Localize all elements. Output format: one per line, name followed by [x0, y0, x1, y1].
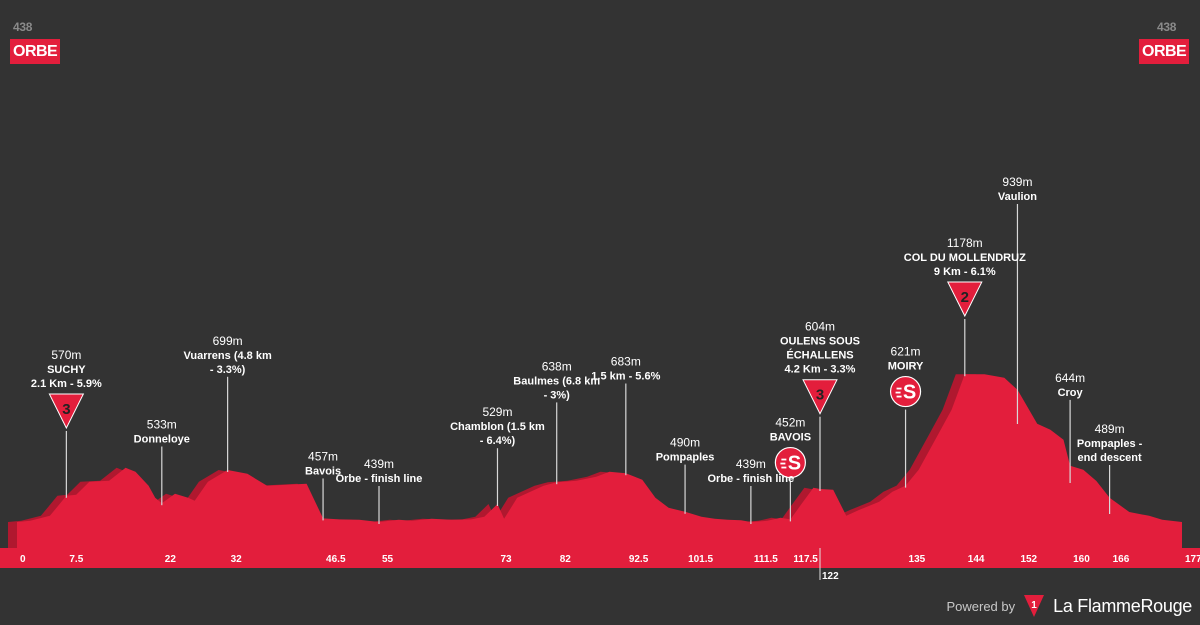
sprint-icon: [889, 375, 922, 408]
location-label: Vuarrens (4.8 km: [183, 350, 271, 362]
location-label: MOIRY: [888, 361, 924, 373]
altitude-label: 1178m: [947, 236, 983, 250]
distance-tick-7.5: 7.5: [69, 554, 83, 565]
altitude-label: 529m: [482, 405, 512, 419]
location-label: end descent: [1078, 452, 1143, 464]
distance-tick-122: 122: [822, 571, 839, 582]
location-label: 4.2 Km - 3.3%: [785, 364, 856, 376]
altitude-label: 570m: [51, 348, 81, 362]
location-label: Orbe - finish line: [336, 473, 423, 485]
altitude-label: 683m: [611, 355, 641, 369]
distance-tick-160: 160: [1073, 554, 1090, 565]
distance-tick-152: 152: [1020, 554, 1037, 565]
climb-category-number: 3: [816, 387, 824, 404]
brand-name: La FlammeRouge: [1053, 595, 1192, 616]
finish-altitude: 438: [1157, 20, 1177, 34]
location-label: Baulmes (6.8 km: [513, 375, 600, 387]
location-label: COL DU MOLLENDRUZ: [904, 252, 1026, 264]
location-label: SUCHY: [47, 364, 86, 376]
altitude-label: 439m: [736, 457, 766, 471]
altitude-label: 490m: [670, 436, 700, 450]
distance-tick-135: 135: [909, 554, 926, 565]
distance-tick-177: 177: [1185, 554, 1200, 565]
altitude-label: 489m: [1095, 422, 1125, 436]
distance-tick-22: 22: [165, 554, 177, 565]
location-label: Pompaples -: [1077, 438, 1143, 450]
distance-tick-0: 0: [20, 554, 26, 565]
location-label: - 3.3%): [210, 364, 246, 376]
distance-tick-144: 144: [968, 554, 985, 565]
altitude-label: 439m: [364, 457, 394, 471]
sprint-icon: [774, 446, 806, 479]
start-town-label: ORBE: [10, 39, 61, 64]
altitude-label: 457m: [308, 449, 338, 463]
distance-tick-166: 166: [1113, 554, 1130, 565]
altitude-label: 452m: [775, 416, 805, 430]
altitude-label: 533m: [147, 418, 177, 432]
distance-tick-117.5: 117.5: [793, 554, 818, 565]
distance-tick-55: 55: [382, 554, 394, 565]
location-label: Chamblon (1.5 km: [450, 421, 545, 433]
location-label: Donneloye: [134, 434, 190, 446]
climb-category-icon: [946, 281, 983, 318]
altitude-label: 644m: [1055, 371, 1085, 385]
powered-by-watermark: Powered by 1 La FlammeRouge: [946, 594, 1192, 618]
altitude-label: 621m: [891, 345, 921, 359]
distance-tick-92.5: 92.5: [629, 554, 649, 565]
climb-category-icon: [802, 379, 838, 415]
location-label: ÉCHALLENS: [786, 349, 853, 362]
start-altitude: 438: [13, 20, 33, 34]
distance-tick-82: 82: [560, 554, 572, 565]
distance-tick-46.5: 46.5: [326, 554, 346, 565]
location-label: Croy: [1058, 387, 1084, 399]
flamme-rouge-logo-icon: 1: [1024, 595, 1045, 617]
finish-town-label: ORBE: [1139, 39, 1190, 64]
location-label: Orbe - finish line: [707, 473, 794, 485]
powered-by-text: Powered by: [946, 598, 1016, 614]
location-label: - 6.4%): [480, 435, 516, 447]
altitude-label: 699m: [213, 334, 243, 348]
distance-axis-band: [0, 548, 1200, 568]
logo-number: 1: [1031, 600, 1037, 611]
location-label: Vaulion: [998, 191, 1037, 203]
location-label: Pompaples: [656, 452, 715, 464]
climb-category-number: 2: [961, 289, 969, 306]
altitude-label: 604m: [805, 320, 835, 334]
altitude-label: 939m: [1002, 175, 1032, 189]
distance-tick-101.5: 101.5: [688, 554, 713, 565]
location-label: 1.5 km - 5.6%: [591, 371, 660, 383]
distance-tick-111.5: 111.5: [754, 554, 778, 565]
location-label: 2.1 Km - 5.9%: [31, 378, 102, 390]
climb-category-icon: [48, 393, 85, 430]
sprint-icon-glyph: S: [903, 382, 916, 404]
location-label: OULENS SOUS: [780, 336, 860, 348]
distance-tick-73: 73: [500, 554, 512, 565]
location-label: Bavois: [305, 465, 341, 477]
climb-category-number: 3: [62, 401, 70, 418]
altitude-label: 638m: [542, 359, 572, 373]
location-label: BAVOIS: [770, 432, 811, 444]
location-label: 9 Km - 6.1%: [934, 266, 996, 278]
profile-area: [17, 374, 1182, 548]
sprint-icon-glyph: S: [788, 453, 801, 475]
location-label: - 3%): [544, 389, 571, 401]
distance-tick-32: 32: [231, 554, 243, 565]
